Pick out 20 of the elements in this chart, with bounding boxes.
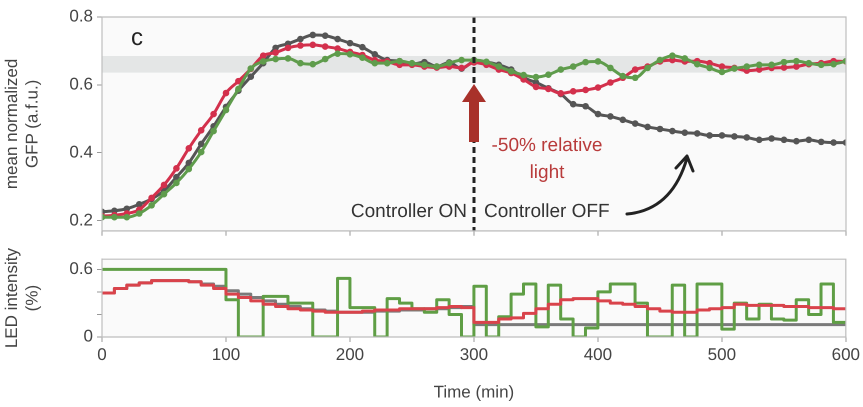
y-axis-title: mean normalized GFP (a.f.u.) bbox=[2, 58, 42, 190]
x-tick-label: 500 bbox=[708, 344, 736, 364]
x-tick-label: 200 bbox=[336, 344, 364, 364]
x-tick-label: 100 bbox=[212, 344, 240, 364]
y-tick-label: 0.6 bbox=[69, 259, 93, 278]
annotation: c bbox=[131, 24, 143, 52]
y-tick-label: 0.2 bbox=[69, 210, 93, 230]
x-tick-label: 300 bbox=[460, 344, 488, 364]
annotation: -50% relative light bbox=[490, 134, 604, 185]
x-axis-title: Time (min) bbox=[434, 382, 514, 402]
y-tick-label: 0.6 bbox=[69, 74, 93, 94]
y-tick-label: 0.8 bbox=[69, 6, 93, 26]
y-tick-label: 0.4 bbox=[69, 142, 93, 162]
y-axis-title: LED intensity (%) bbox=[2, 248, 42, 348]
x-tick-label: 400 bbox=[584, 344, 612, 364]
annotation: Controller ON bbox=[350, 201, 467, 223]
x-tick-label: 0 bbox=[97, 344, 107, 364]
y-tick-label: 0 bbox=[84, 326, 93, 346]
x-tick-label: 600 bbox=[832, 344, 860, 364]
annotation: Controller OFF bbox=[484, 201, 610, 223]
